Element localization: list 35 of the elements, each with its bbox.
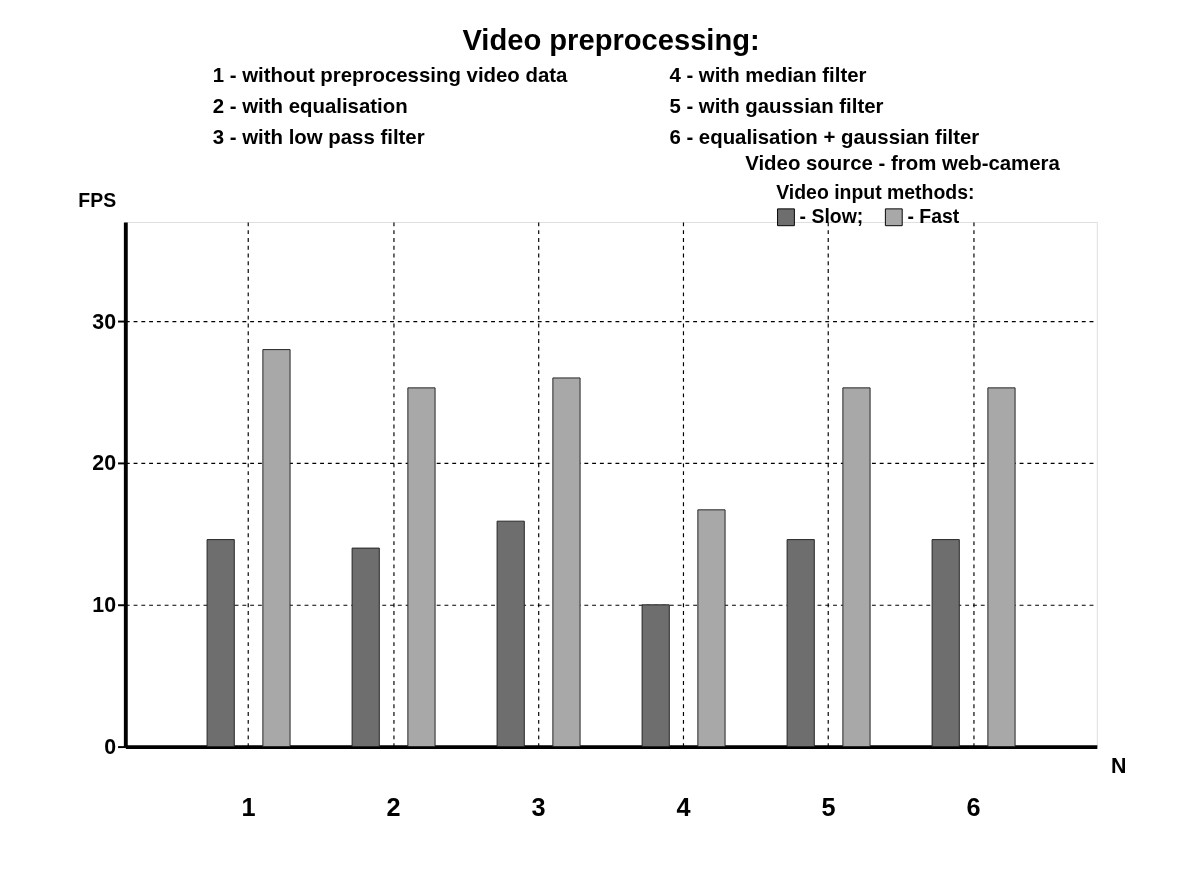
text: 2 - with equalisation — [212, 95, 408, 118]
text: 4 - with median filter — [669, 64, 867, 87]
bar — [206, 539, 235, 748]
bar — [842, 387, 871, 748]
bar — [552, 377, 581, 748]
legend-title: Video input methods: — [776, 180, 975, 203]
bar — [786, 539, 815, 748]
legend-label: - Fast — [907, 205, 960, 228]
x-tick-label: 4 — [676, 793, 691, 822]
chart-title: Video preprocessing: — [462, 24, 760, 57]
text: 5 - with gaussian filter — [669, 95, 884, 118]
bar — [931, 539, 960, 748]
bar — [262, 349, 291, 748]
x-tick-label: 3 — [531, 793, 546, 822]
x-tick-label: 2 — [386, 793, 401, 822]
y-tick-label: 0 — [104, 734, 117, 759]
y-tick-label: 30 — [92, 309, 117, 334]
bar — [697, 509, 726, 748]
x-tick-label: 5 — [821, 793, 836, 822]
x-tick-label: 6 — [966, 793, 981, 822]
x-tick-label: 1 — [241, 793, 256, 822]
y-axis-title: FPS — [78, 188, 117, 211]
bar — [407, 387, 436, 748]
text: 3 - with low pass filter — [212, 126, 425, 149]
legend-label: - Slow; — [799, 205, 864, 228]
y-tick-label: 10 — [92, 593, 117, 618]
y-tick-label: 20 — [92, 451, 117, 476]
bar — [496, 520, 525, 748]
text: 1 - without preprocessing video data — [212, 64, 569, 87]
text: Video source - from web-camera — [745, 151, 1061, 174]
text: 6 - equalisation + gaussian filter — [669, 126, 980, 149]
bar — [351, 547, 380, 748]
bar — [987, 387, 1016, 748]
x-axis-title: N — [1111, 754, 1127, 779]
bar — [641, 604, 670, 748]
